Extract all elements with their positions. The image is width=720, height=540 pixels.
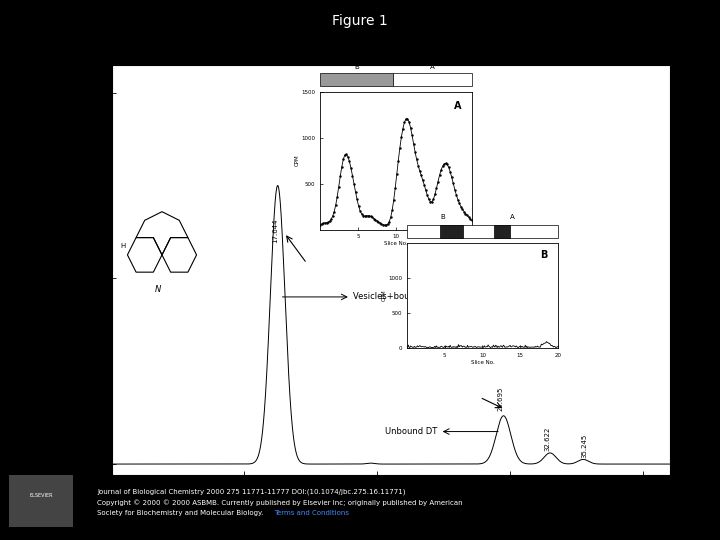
Text: 35.245: 35.245 [582, 434, 588, 458]
Text: 32.622: 32.622 [544, 427, 550, 451]
Bar [495, 225, 510, 238]
Text: mAbs: mAbs [81, 44, 109, 55]
Text: B: B [441, 214, 446, 220]
X-axis label: Slice No.: Slice No. [471, 360, 494, 365]
Text: 25.695: 25.695 [498, 387, 504, 411]
Text: A: A [430, 64, 435, 70]
Text: Society for Biochemistry and Molecular Biology.: Society for Biochemistry and Molecular B… [97, 510, 268, 516]
Text: Figure 1: Figure 1 [332, 14, 388, 28]
Bar [320, 72, 393, 86]
Text: Journal of Biological Chemistry 2000 275 11771-11777 DOI:(10.1074/jbc.275.16.117: Journal of Biological Chemistry 2000 275… [97, 489, 405, 495]
Bar [407, 225, 558, 238]
Text: Vesicles+bound DT: Vesicles+bound DT [354, 293, 435, 301]
Text: A: A [510, 214, 515, 220]
Text: H: H [120, 243, 126, 249]
Bar [393, 72, 472, 86]
Text: Terms and Conditions: Terms and Conditions [274, 510, 348, 516]
Text: 17.644: 17.644 [272, 219, 278, 244]
Text: N: N [155, 285, 161, 294]
Y-axis label: CPM: CPM [382, 290, 387, 301]
Text: A: A [454, 102, 461, 111]
Text: Unbound DT: Unbound DT [385, 427, 437, 436]
Text: B: B [540, 251, 547, 260]
Text: ELSEVIER: ELSEVIER [30, 493, 53, 498]
Bar [440, 225, 463, 238]
Y-axis label: CPM: CPM [295, 155, 300, 166]
X-axis label: Slice No.: Slice No. [384, 241, 408, 246]
Text: Copyright © 2000 © 2000 ASBMB. Currently published by Elsevier Inc; originally p: Copyright © 2000 © 2000 ASBMB. Currently… [97, 500, 463, 506]
Text: B: B [354, 64, 359, 70]
